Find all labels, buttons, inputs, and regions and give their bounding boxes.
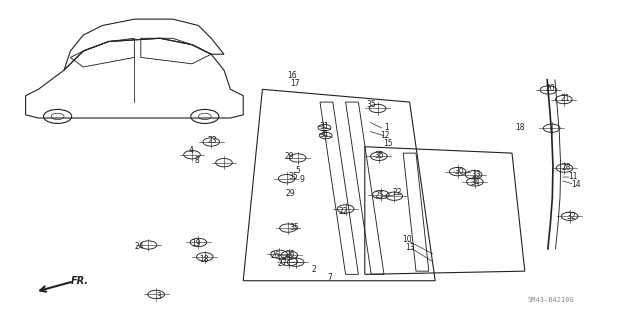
Text: 16: 16 [287,71,298,80]
Text: 21: 21 [561,94,570,103]
Text: 34: 34 [470,178,481,187]
Text: 5: 5 [295,166,300,175]
Text: 24: 24 [134,242,145,251]
Text: 35: 35 [289,223,300,232]
Text: 31: 31 [319,122,330,131]
Text: 26: 26 [285,250,295,259]
Text: 18: 18 [515,123,524,132]
Text: 4: 4 [188,146,193,155]
Text: 18: 18 [199,256,208,264]
Text: 12: 12 [381,131,390,140]
Text: 33: 33 [471,170,481,179]
Text: 7: 7 [328,273,333,282]
Text: 14: 14 [571,180,581,189]
Text: 11: 11 [568,172,577,181]
Text: FR.: FR. [70,276,88,286]
Text: 29: 29 [284,152,294,161]
Text: 31: 31 [319,130,329,139]
Text: 2: 2 [311,265,316,274]
Text: 27: 27 [277,259,287,268]
Text: 17: 17 [290,79,300,88]
Text: 22: 22 [339,207,348,216]
Text: 22: 22 [392,189,401,197]
Text: 35: 35 [289,172,299,181]
Text: 1: 1 [384,123,389,132]
Text: 8: 8 [194,156,199,165]
Text: 19: 19 [191,239,202,248]
Text: 35: 35 [366,100,376,109]
Text: 10: 10 [402,235,412,244]
Text: 3: 3 [156,292,161,300]
Text: 25: 25 [374,191,384,200]
Text: 26: 26 [270,251,280,260]
Text: 20: 20 [545,84,556,93]
Text: 32: 32 [566,212,577,221]
Text: 28: 28 [562,163,571,172]
Text: 35: 35 [374,151,384,160]
Text: 13: 13 [404,243,415,252]
Text: 30: 30 [454,167,465,176]
Text: 23: 23 [207,137,218,145]
Text: 15: 15 [383,139,394,148]
Text: 9: 9 [300,175,305,184]
Text: 29: 29 [285,189,295,198]
Text: SM43-B4210G: SM43-B4210G [527,297,574,303]
